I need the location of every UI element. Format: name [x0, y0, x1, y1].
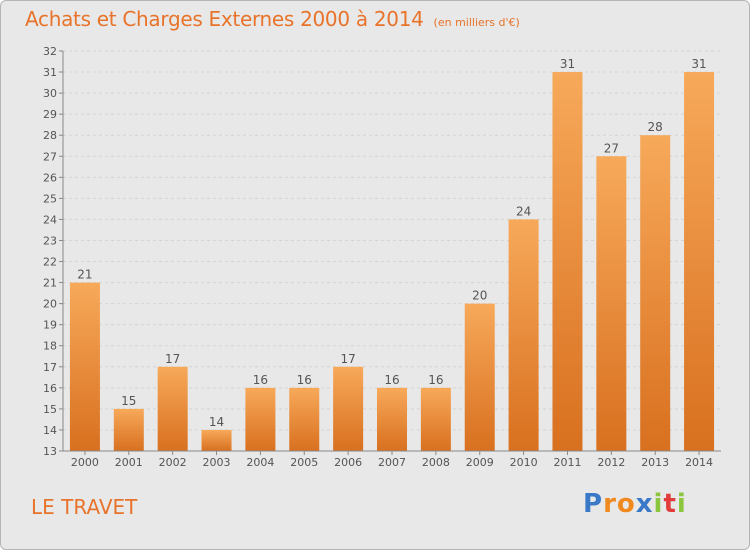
y-tick-label: 24 — [43, 213, 57, 226]
bars: 21 15 17 14 16 16 17 16 16 20 24 31 27 28 31 — [69, 57, 715, 452]
title-text: Achats et Charges Externes 2000 à 2014 — [25, 7, 424, 31]
x-tick-label: 2011 — [553, 456, 581, 469]
x-tick-label: 2009 — [466, 456, 494, 469]
x-tick-label: 2008 — [422, 456, 450, 469]
data-label: 31 — [560, 57, 575, 71]
bar — [69, 282, 100, 451]
data-label: 27 — [604, 141, 619, 155]
x-tick-label: 2007 — [378, 456, 406, 469]
y-tick-label: 30 — [43, 87, 57, 100]
y-tick-label: 13 — [43, 445, 57, 458]
data-label: 16 — [253, 373, 268, 387]
y-tick-label: 22 — [43, 256, 57, 269]
proxiti-logo: Proxiti — [583, 489, 687, 519]
y-tick-label: 32 — [43, 45, 57, 58]
y-axis: 13 14 15 16 17 18 19 20 21 22 23 24 25 26 27 28 29 30 31 32 — [43, 45, 64, 458]
y-tick-label: 17 — [43, 361, 57, 374]
y-tick-label: 28 — [43, 129, 57, 142]
bar — [201, 429, 232, 451]
x-axis: 2000 2001 2002 2003 2004 2005 2006 2007 2008 2009… — [63, 450, 721, 469]
y-tick-label: 18 — [43, 340, 57, 353]
x-tick-label: 2004 — [246, 456, 274, 469]
x-tick-label: 2012 — [597, 456, 625, 469]
bar — [464, 303, 495, 451]
bar — [245, 387, 276, 451]
bar — [640, 135, 671, 452]
data-label: 15 — [121, 394, 136, 408]
x-tick-label: 2002 — [159, 456, 187, 469]
data-label: 14 — [209, 415, 224, 429]
y-tick-label: 15 — [43, 403, 57, 416]
data-label: 31 — [691, 57, 706, 71]
bar — [420, 387, 451, 451]
data-label: 16 — [428, 373, 443, 387]
y-tick-label: 23 — [43, 234, 57, 247]
y-tick-label: 14 — [43, 424, 57, 437]
x-tick-label: 2010 — [510, 456, 538, 469]
y-tick-label: 31 — [43, 66, 57, 79]
title-unit: (en milliers d'€) — [433, 16, 520, 29]
y-tick-label: 19 — [43, 319, 57, 332]
x-tick-label: 2006 — [334, 456, 362, 469]
y-tick-label: 29 — [43, 108, 57, 121]
bar — [377, 387, 407, 451]
bar — [113, 408, 144, 451]
data-label: 17 — [340, 352, 355, 366]
x-tick-label: 2014 — [685, 456, 713, 469]
data-label: 17 — [165, 352, 180, 366]
y-tick-label: 25 — [43, 192, 57, 205]
x-tick-label: 2013 — [641, 456, 669, 469]
x-tick-label: 2000 — [71, 456, 99, 469]
bar — [333, 366, 364, 451]
data-label: 28 — [648, 120, 663, 134]
place-name: LE TRAVET — [31, 495, 138, 519]
x-tick-label: 2005 — [290, 456, 318, 469]
data-label: 16 — [384, 373, 399, 387]
data-label: 21 — [77, 268, 92, 282]
bar — [289, 387, 320, 451]
bar — [684, 72, 715, 451]
bar — [508, 219, 539, 451]
y-tick-label: 21 — [43, 277, 57, 290]
y-tick-label: 20 — [43, 298, 57, 311]
data-label: 24 — [516, 204, 531, 218]
data-label: 20 — [472, 289, 487, 303]
bar — [552, 72, 583, 451]
bar — [596, 156, 627, 451]
y-tick-label: 27 — [43, 150, 57, 163]
y-tick-label: 16 — [43, 382, 57, 395]
chart-title: Achats et Charges Externes 2000 à 2014 (e… — [25, 7, 520, 31]
bar — [157, 366, 188, 451]
x-tick-label: 2003 — [203, 456, 231, 469]
y-tick-label: 26 — [43, 171, 57, 184]
x-tick-label: 2001 — [115, 456, 143, 469]
data-label: 16 — [297, 373, 312, 387]
